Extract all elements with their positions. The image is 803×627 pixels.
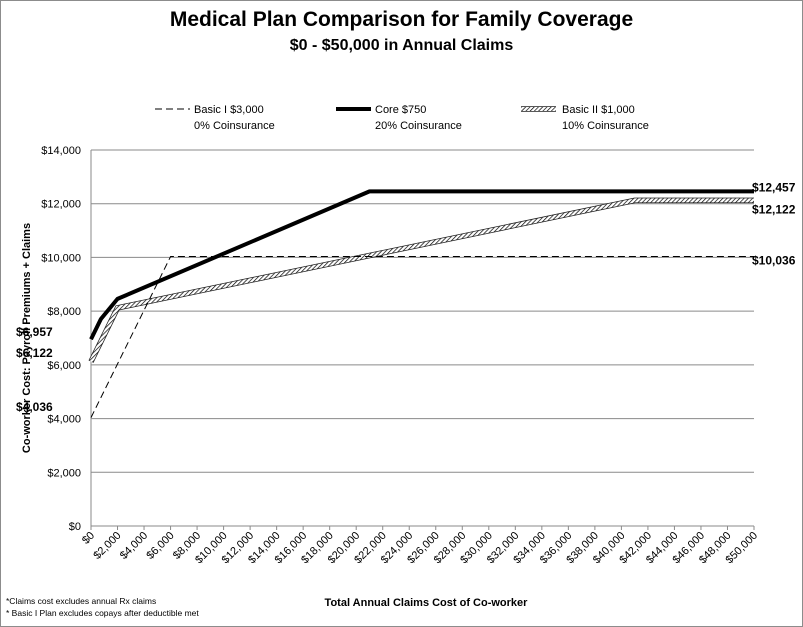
chart-title: Medical Plan Comparison for Family Cover… [169, 8, 634, 31]
axes: $0$2,000$4,000$6,000$8,000$10,000$12,000… [41, 145, 760, 566]
start-value-label: $4,036 [16, 400, 53, 414]
series-line-hatched [88, 197, 754, 363]
x-tick-label: $2,000 [91, 530, 123, 562]
value-callouts: $10,036 $12,457 $12,122 $4,036 $6,957 $6,122 [16, 180, 796, 414]
x-tick-label: $6,000 [144, 530, 176, 562]
series-line-dashed [90, 256, 754, 418]
end-value-label: $12,122 [752, 202, 796, 216]
y-tick-label: $8,000 [47, 306, 81, 318]
y-axis-title: Co-worker Cost: Payroll Premiums + Claim… [21, 223, 33, 453]
series-line-hatched-inner [89, 198, 754, 363]
legend-label: Basic I $3,000 [194, 104, 264, 116]
series-line-thick [89, 189, 754, 341]
x-tick-label: $4,000 [118, 530, 150, 562]
legend: Basic I $3,000 0% Coinsurance Core $750 20%… [155, 104, 649, 132]
x-axis-title: Total Annual Claims Cost of Co-worker [325, 597, 529, 609]
chart-subtitle: $0 - $50,000 in Annual Claims [289, 37, 514, 54]
y-tick-label: $2,000 [47, 467, 81, 479]
y-tick-label: $14,000 [41, 145, 81, 157]
footnote-claims: *Claims cost excludes annual Rx claims [6, 596, 156, 606]
end-value-label: $10,036 [752, 253, 796, 267]
legend-detail: 10% Coinsurance [562, 120, 649, 132]
legend-detail: 20% Coinsurance [375, 120, 462, 132]
y-tick-label: $10,000 [41, 252, 81, 264]
legend-detail: 0% Coinsurance [194, 120, 275, 132]
series-lines [88, 189, 754, 418]
y-tick-label: $4,000 [47, 414, 81, 426]
legend-label: Basic II $1,000 [562, 104, 635, 116]
footnote-copays: * Basic I Plan excludes copays after ded… [6, 608, 199, 618]
start-value-label: $6,957 [16, 325, 53, 339]
y-tick-label: $6,000 [47, 360, 81, 372]
y-tick-label: $0 [69, 521, 81, 533]
x-tick-label: $0 [80, 530, 97, 547]
legend-label: Core $750 [375, 104, 426, 116]
gridlines [91, 149, 754, 527]
end-value-label: $12,457 [752, 180, 796, 194]
y-tick-label: $12,000 [41, 199, 81, 211]
start-value-label: $6,122 [16, 346, 53, 360]
